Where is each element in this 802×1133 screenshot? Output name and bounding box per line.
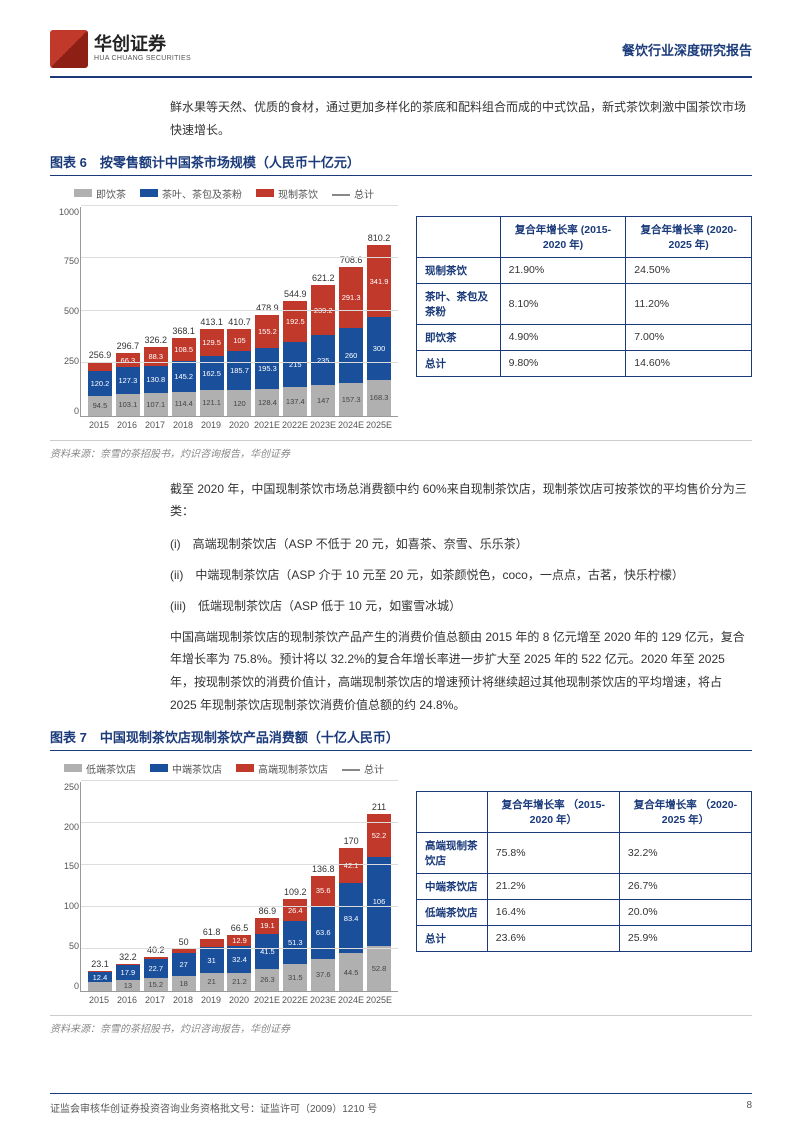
list-item-iii: (iii) 低端现制茶饮店（ASP 低于 10 元，如蜜雪冰城）	[170, 595, 752, 618]
bar-group: 157.3260291.3708.6	[337, 207, 365, 416]
logo-cn: 华创证券	[94, 35, 191, 55]
table-header: 复合年增长率 (2020-2025 年)	[626, 216, 752, 257]
table-row: 总计9.80%14.60%	[417, 350, 752, 376]
figure6-chart: 即饮茶茶叶、茶包及茶粉现制茶饮总计 10007505002500 94.5120…	[50, 186, 398, 436]
bar-group: 137.4215192.5544.9	[281, 207, 309, 416]
figure7-cagr-table: 复合年增长率 （2015-2020 年）复合年增长率 （2020-2025 年）…	[416, 791, 752, 952]
logo-mark-icon	[50, 30, 88, 68]
table-row: 低端茶饮店16.4%20.0%	[417, 899, 752, 925]
figure7-title: 图表 7 中国现制茶饮店现制茶饮产品消费额（十亿人民币）	[50, 727, 752, 751]
table-header	[417, 791, 488, 832]
bar-group: 107.1130.888.3326.2	[142, 207, 170, 416]
legend-item: 总计	[342, 761, 384, 776]
bar-group: 94.5120.2256.9	[86, 207, 114, 416]
bar-group: 31.551.326.4109.2	[281, 782, 309, 991]
bar-group: 21.232.412.966.5	[226, 782, 254, 991]
bar-group: 15.222.740.2	[142, 782, 170, 991]
legend-item: 茶叶、茶包及茶粉	[140, 186, 242, 201]
figure7-block: 低端茶饮店中端茶饮店高端现制茶饮店总计 250200150100500 12.4…	[50, 761, 752, 1011]
bar-group: 114.4145.2108.5368.1	[170, 207, 198, 416]
list-item-ii: (ii) 中端现制茶饮店（ASP 介于 10 元至 20 元，如茶颜悦色，coc…	[170, 564, 752, 587]
bar-group: 168.3300341.9810.2	[365, 207, 393, 416]
bar-group: 128.4195.3155.2478.9	[253, 207, 281, 416]
bar-group: 26.341.519.186.9	[253, 782, 281, 991]
intro-paragraph: 鲜水果等天然、优质的食材，通过更加多样化的茶底和配料组合而成的中式饮品，新式茶饮…	[170, 96, 752, 142]
table-row: 现制茶饮21.90%24.50%	[417, 257, 752, 283]
figure7-source: 资料来源：奈雪的茶招股书，灼识咨询报告，华创证券	[50, 1015, 752, 1035]
bar-group: 1317.932.2	[114, 782, 142, 991]
table-header: 复合年增长率 （2015-2020 年）	[487, 791, 619, 832]
bar-group: 182750	[170, 782, 198, 991]
list-item-i: (i) 高端现制茶饮店（ASP 不低于 20 元，如喜茶、奈雪、乐乐茶）	[170, 533, 752, 556]
figure6-title: 图表 6 按零售额计中国茶市场规模（人民币十亿元）	[50, 152, 752, 176]
page-header: 华创证券 HUA CHUANG SECURITIES 餐饮行业深度研究报告	[50, 30, 752, 78]
table-row: 茶叶、茶包及茶粉8.10%11.20%	[417, 283, 752, 324]
report-title: 餐饮行业深度研究报告	[622, 40, 752, 59]
bar-group: 44.583.442.1170	[337, 782, 365, 991]
legend-item: 即饮茶	[74, 186, 126, 201]
table-row: 中端茶饮店21.2%26.7%	[417, 873, 752, 899]
bar-group: 213161.8	[198, 782, 226, 991]
legend-item: 高端现制茶饮店	[236, 761, 328, 776]
mid-paragraph-2: 中国高端现制茶饮店的现制茶饮产品产生的消费价值总额由 2015 年的 8 亿元增…	[170, 626, 752, 717]
table-header: 复合年增长率 (2015-2020 年)	[500, 216, 626, 257]
bar-group: 103.1127.366.3296.7	[114, 207, 142, 416]
logo-en: HUA CHUANG SECURITIES	[94, 55, 191, 63]
figure6-block: 即饮茶茶叶、茶包及茶粉现制茶饮总计 10007505002500 94.5120…	[50, 186, 752, 436]
table-header: 复合年增长率 （2020-2025 年）	[619, 791, 751, 832]
bar-group: 52.810652.2211	[365, 782, 393, 991]
figure6-source: 资料来源：奈雪的茶招股书，灼识咨询报告，华创证券	[50, 440, 752, 460]
bar-group: 120185.7105410.7	[226, 207, 254, 416]
table-row: 总计23.6%25.9%	[417, 925, 752, 951]
legend-item: 现制茶饮	[256, 186, 318, 201]
mid-paragraph-1: 截至 2020 年，中国现制茶饮市场总消费额中约 60%来自现制茶饮店，现制茶饮…	[170, 478, 752, 524]
footer-left: 证监会审核华创证券投资咨询业务资格批文号：证监许可（2009）1210 号	[50, 1100, 377, 1115]
figure7-chart: 低端茶饮店中端茶饮店高端现制茶饮店总计 250200150100500 12.4…	[50, 761, 398, 1011]
page-footer: 证监会审核华创证券投资咨询业务资格批文号：证监许可（2009）1210 号 8	[50, 1093, 752, 1115]
bar-group: 147235239.2621.2	[309, 207, 337, 416]
bar-group: 37.663.635.6136.8	[309, 782, 337, 991]
legend-item: 总计	[332, 186, 374, 201]
legend-item: 中端茶饮店	[150, 761, 222, 776]
page-number: 8	[746, 1100, 752, 1115]
legend-item: 低端茶饮店	[64, 761, 136, 776]
table-row: 即饮茶4.90%7.00%	[417, 324, 752, 350]
table-header	[417, 216, 501, 257]
bar-group: 121.1162.5129.5413.1	[198, 207, 226, 416]
table-row: 高端现制茶饮店75.8%32.2%	[417, 832, 752, 873]
bar-group: 12.423.1	[86, 782, 114, 991]
figure6-cagr-table: 复合年增长率 (2015-2020 年)复合年增长率 (2020-2025 年)…	[416, 216, 752, 377]
logo: 华创证券 HUA CHUANG SECURITIES	[50, 30, 191, 68]
